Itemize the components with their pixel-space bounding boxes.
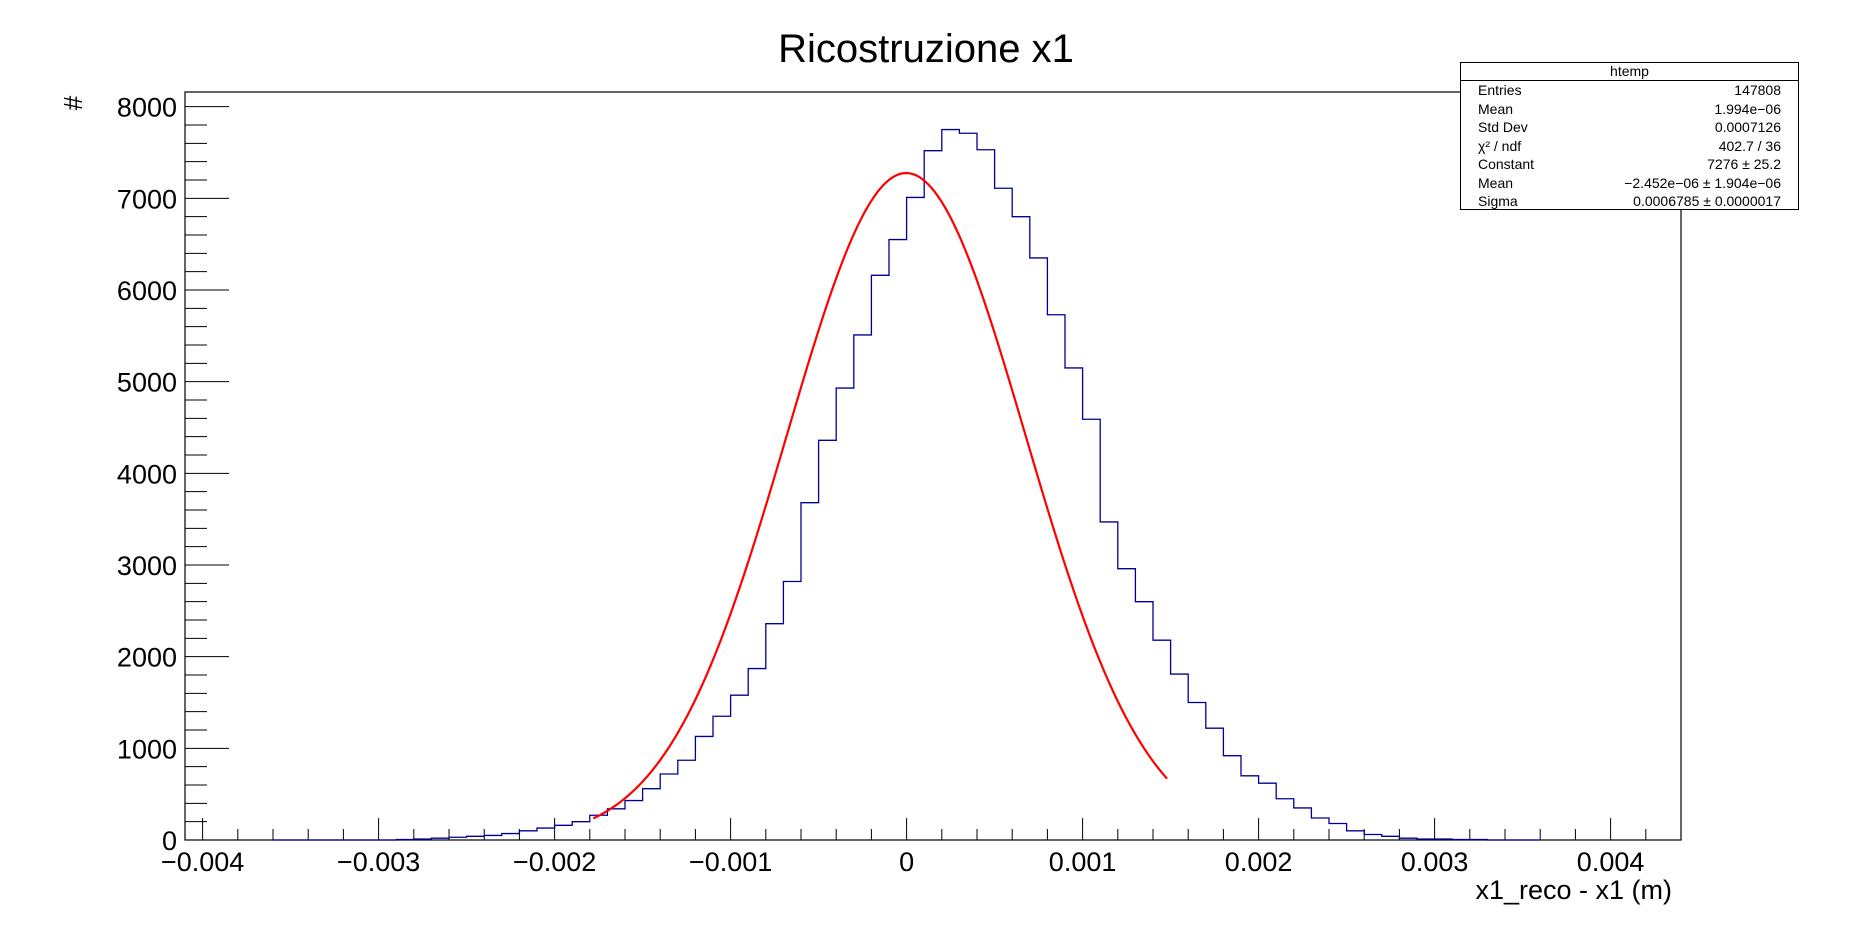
y-tick-label: 8000 xyxy=(117,93,177,123)
histogram-bin xyxy=(1083,419,1101,840)
x-tick-label: −0.001 xyxy=(689,847,772,877)
x-tick-label: −0.003 xyxy=(337,847,420,877)
histogram-bin xyxy=(819,440,837,840)
histogram-bin xyxy=(590,815,608,840)
histogram-bin xyxy=(502,834,520,840)
plot-frame xyxy=(184,91,1682,841)
gaussian-fit-curve xyxy=(592,171,1168,820)
stats-row: χ² / ndf 402.7 / 36 xyxy=(1461,137,1798,156)
histogram-bin xyxy=(1241,776,1259,840)
histogram-bin xyxy=(1329,824,1347,841)
histogram-bin xyxy=(660,774,678,840)
y-tick-label: 3000 xyxy=(117,551,177,581)
y-tick-label: 6000 xyxy=(117,276,177,306)
histogram-bin xyxy=(995,188,1013,840)
histogram-bin xyxy=(643,789,661,840)
stats-row-label: Entries xyxy=(1478,82,1522,98)
stats-box-rows: Entries 147808 Mean 1.994e−06 Std Dev 0.00071… xyxy=(1461,81,1798,211)
stats-row-value: 402.7 / 36 xyxy=(1718,137,1781,154)
histogram-bin xyxy=(731,695,749,840)
stats-row: Entries 147808 xyxy=(1461,81,1798,100)
histogram-bin xyxy=(942,130,960,840)
histogram-bin xyxy=(537,828,555,840)
histogram-bin xyxy=(1364,835,1382,841)
histogram-bin xyxy=(695,736,713,840)
histogram-bin xyxy=(1206,728,1224,840)
histogram-bin xyxy=(1030,258,1048,840)
histogram-bin xyxy=(555,825,573,840)
stats-row: Mean 1.994e−06 xyxy=(1461,100,1798,119)
stats-row-value: 0.0007126 xyxy=(1714,119,1781,135)
histogram-bin xyxy=(572,822,590,840)
x-tick-label: −0.002 xyxy=(513,847,596,877)
histogram-bin xyxy=(959,133,977,840)
stats-box: htemp Entries 147808 Mean 1.994e−06 Std Dev 0… xyxy=(1460,62,1799,210)
histogram-bin xyxy=(1223,756,1241,840)
x-tick-label: 0.001 xyxy=(1049,847,1117,877)
stats-row: Std Dev 0.0007126 xyxy=(1461,118,1798,137)
histogram-bin xyxy=(625,801,643,840)
histogram-bin xyxy=(748,669,766,840)
y-tick-label: 1000 xyxy=(117,734,177,764)
histogram-bin xyxy=(1171,674,1189,840)
histogram-bin xyxy=(801,503,819,840)
stats-row: Sigma 0.0006785 ± 0.0000017 xyxy=(1461,192,1798,211)
histogram-bin xyxy=(783,582,801,841)
stats-row-label: Std Dev xyxy=(1478,119,1528,135)
histogram-bin xyxy=(1188,703,1206,841)
stats-row: Constant 7276 ± 25.2 xyxy=(1461,155,1798,174)
histogram-bin xyxy=(1259,783,1277,840)
histogram-bin xyxy=(907,197,925,840)
histogram-bin xyxy=(766,624,784,840)
histogram-bin xyxy=(678,760,696,840)
stats-row-value: −2.452e−06 ± 1.904e−06 xyxy=(1624,174,1781,191)
stats-row-label: Sigma xyxy=(1478,193,1518,209)
histogram-bin xyxy=(871,275,889,840)
chart-title: Ricostruzione x1 xyxy=(778,27,1074,71)
stats-box-title: htemp xyxy=(1461,63,1798,81)
x-tick-label: 0.003 xyxy=(1401,847,1469,877)
histogram-series xyxy=(273,128,1541,841)
stats-row-label: Mean xyxy=(1478,174,1514,191)
histogram-bin xyxy=(1294,808,1312,840)
histogram-bin xyxy=(1135,602,1153,840)
stats-row-value: 1.994e−06 xyxy=(1714,100,1781,117)
histogram-bin xyxy=(1065,368,1083,840)
y-tick-label: 4000 xyxy=(117,459,177,489)
histogram-bin xyxy=(889,240,907,840)
histogram-bin xyxy=(854,335,872,840)
y-tick-label: 7000 xyxy=(117,184,177,214)
histogram-bin xyxy=(1311,818,1329,840)
stats-row-value: 0.0006785 ± 0.0000017 xyxy=(1633,193,1781,209)
stats-row-label: Constant xyxy=(1478,156,1535,172)
stats-row-value: 7276 ± 25.2 xyxy=(1707,156,1781,172)
histogram-bin xyxy=(607,809,625,840)
stats-row-label: Mean xyxy=(1478,100,1514,117)
stats-row-value: 147808 xyxy=(1734,82,1781,98)
x-tick-label: 0.002 xyxy=(1225,847,1293,877)
y-tick-label: 0 xyxy=(162,826,177,856)
histogram-bin xyxy=(977,150,995,840)
histogram-bin xyxy=(713,716,731,840)
x-tick-label: 0 xyxy=(899,847,914,877)
histogram-bin xyxy=(1276,799,1294,840)
y-tick-label: 5000 xyxy=(117,368,177,398)
x-tick-label: 0.004 xyxy=(1577,847,1645,877)
stats-row-label: χ² / ndf xyxy=(1478,137,1522,154)
histogram-bin xyxy=(484,835,502,840)
histogram-bin xyxy=(836,388,854,840)
histogram-bin xyxy=(1047,315,1065,840)
histogram-bin xyxy=(1347,831,1365,840)
histogram-bin xyxy=(519,831,537,840)
y-axis-label: # xyxy=(58,95,88,110)
x-tick-label: −0.004 xyxy=(161,847,244,877)
histogram-bin xyxy=(924,151,942,840)
stats-row: Mean −2.452e−06 ± 1.904e−06 xyxy=(1461,174,1798,193)
y-tick-label: 2000 xyxy=(117,643,177,673)
histogram-bin xyxy=(1153,640,1171,840)
histogram-bin xyxy=(1012,217,1030,840)
x-axis-label: x1_reco - x1 (m) xyxy=(1475,875,1672,905)
